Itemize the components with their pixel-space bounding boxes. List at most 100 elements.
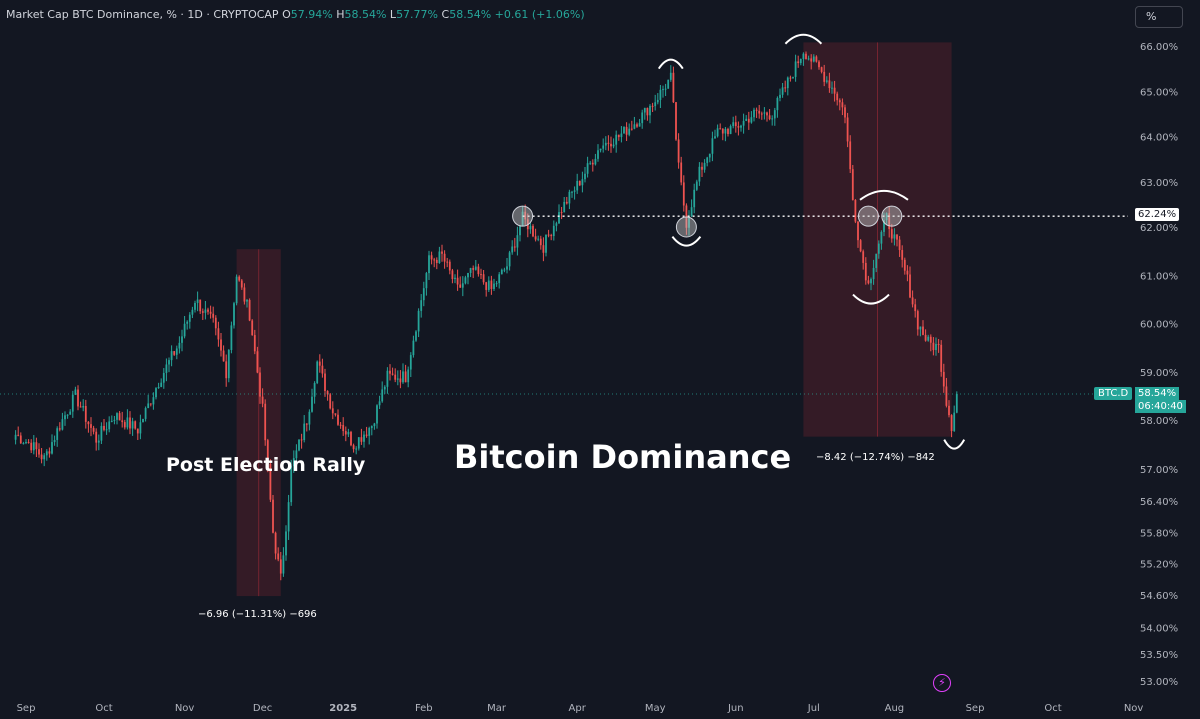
candle-body	[157, 386, 160, 389]
candle-body	[282, 555, 285, 574]
candle-body	[480, 274, 482, 276]
candle-body	[352, 445, 355, 450]
bottom-arc-may	[671, 236, 702, 247]
candle-body	[188, 314, 191, 322]
x-axis-tick-label: May	[645, 703, 666, 714]
candle-body	[617, 134, 620, 138]
candle-body	[404, 371, 407, 383]
candle-body	[82, 406, 85, 408]
candle-body	[435, 259, 438, 264]
candle-body	[690, 207, 693, 217]
candle-body	[90, 424, 92, 428]
candle-body	[35, 442, 38, 450]
candle-body	[750, 117, 753, 123]
candle-body	[768, 115, 771, 120]
last-price-tag: 58.54%	[1135, 387, 1180, 400]
candle-body	[945, 386, 948, 406]
candle-body	[537, 238, 540, 240]
candle-body	[181, 336, 183, 343]
candle-body	[753, 109, 755, 118]
candle-body	[695, 181, 698, 190]
candle-body	[482, 274, 485, 283]
candle-body	[820, 67, 823, 72]
candle-body	[638, 123, 641, 127]
candle-body	[386, 370, 389, 387]
candle-body	[316, 361, 319, 384]
candle-body	[851, 169, 854, 200]
candle-body	[942, 371, 945, 387]
top-arc-june	[784, 33, 823, 45]
candle-body	[61, 419, 64, 430]
candle-body	[368, 428, 371, 436]
candle-body	[940, 344, 943, 372]
candle-body	[337, 414, 339, 425]
chart-main-title: Bitcoin Dominance	[454, 438, 792, 476]
candle-body	[201, 311, 204, 313]
y-axis-tick-label: 61.00%	[1140, 271, 1178, 282]
candle-body	[547, 234, 550, 236]
candle-body	[243, 287, 246, 302]
candle-body	[584, 173, 586, 180]
y-axis-tick-label: 54.60%	[1140, 591, 1178, 602]
candle-body	[779, 94, 781, 98]
candle-body	[17, 434, 20, 436]
lightning-icon[interactable]: ⚡	[933, 674, 951, 692]
candle-body	[550, 235, 553, 237]
candle-body	[747, 118, 750, 123]
candle-body	[370, 426, 373, 429]
candle-body	[326, 391, 329, 395]
candle-body	[290, 466, 293, 503]
candle-body	[186, 321, 189, 324]
candle-body	[433, 259, 436, 261]
candle-body	[950, 415, 953, 431]
candle-body	[225, 361, 228, 379]
x-axis-tick-label: Mar	[487, 703, 507, 714]
candle-body	[651, 105, 654, 107]
y-axis-tick-label: 55.80%	[1140, 528, 1178, 539]
candle-body	[287, 502, 290, 532]
candle-body	[472, 268, 475, 270]
candle-body	[560, 212, 563, 214]
candle-body	[503, 269, 506, 271]
candle-body	[313, 383, 316, 397]
candle-body	[786, 77, 789, 89]
candle-body	[204, 309, 207, 313]
measure-range-2	[803, 42, 952, 437]
candle-body	[311, 396, 313, 412]
candle-body	[378, 401, 381, 406]
candle-body	[298, 439, 300, 451]
candle-body	[898, 239, 901, 251]
candle-body	[545, 234, 547, 253]
candle-body	[220, 339, 222, 351]
y-axis-tick-label: 53.50%	[1140, 650, 1178, 661]
candle-body	[555, 223, 558, 226]
candle-body	[846, 117, 849, 142]
candle-body	[521, 211, 524, 226]
y-axis-tick-label: 55.20%	[1140, 560, 1178, 571]
candle-body	[789, 77, 792, 79]
y-axis-tick-label: 65.00%	[1140, 87, 1178, 98]
candle-body	[708, 153, 711, 158]
candle-body	[589, 162, 592, 164]
candle-body	[170, 351, 173, 361]
candle-body	[794, 61, 797, 77]
percent-scale-button[interactable]: %	[1135, 6, 1183, 28]
y-axis-tick-label: 57.00%	[1140, 465, 1178, 476]
candle-body	[443, 253, 446, 262]
candle-body	[74, 389, 77, 395]
candle-body	[376, 405, 378, 424]
candle-body	[612, 144, 615, 147]
candle-body	[620, 133, 623, 138]
candle-body	[916, 311, 919, 330]
candle-body	[97, 440, 100, 443]
candle-body	[277, 553, 280, 560]
candle-body	[246, 299, 248, 302]
candle-body	[409, 355, 412, 370]
candle-body	[66, 414, 69, 416]
candle-body	[755, 109, 758, 111]
candle-body	[797, 61, 800, 64]
x-axis-tick-label: Apr	[569, 703, 587, 714]
candle-body	[487, 280, 490, 290]
candle-body	[95, 431, 98, 443]
